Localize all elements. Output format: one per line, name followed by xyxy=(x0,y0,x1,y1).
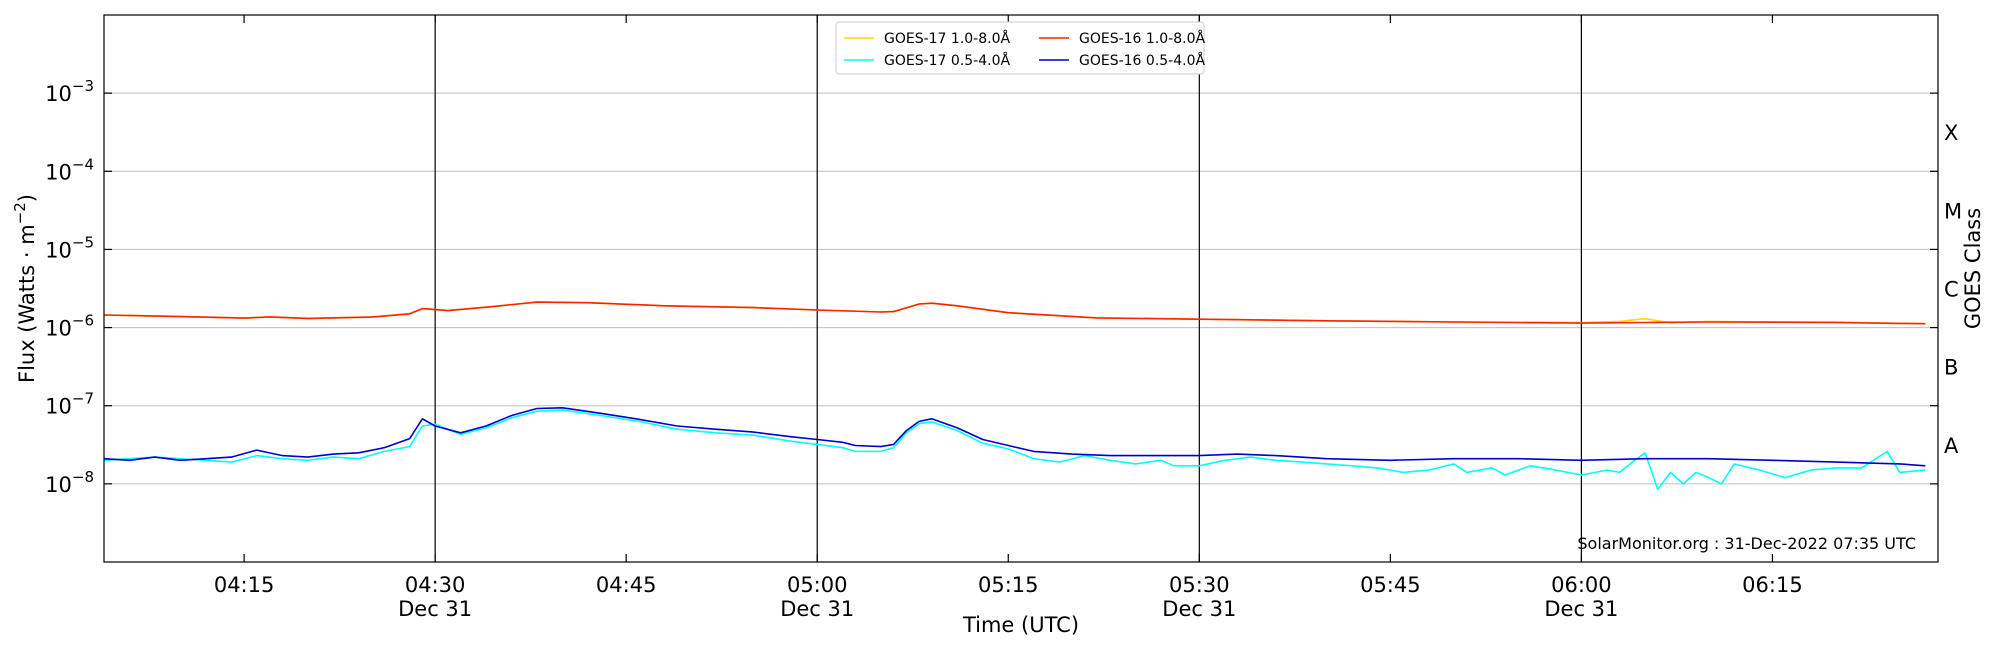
legend-entry: GOES-17 1.0-8.0Å xyxy=(844,30,1010,47)
x-tick-date-label: Dec 31 xyxy=(1162,597,1236,621)
series-lines xyxy=(103,301,1926,491)
y-axis-title-exponent: −2 xyxy=(11,202,29,224)
y-tick-base: 10 xyxy=(45,395,72,419)
x-axis-title: Time (UTC) xyxy=(962,613,1079,637)
goes-class-label: X xyxy=(1944,121,1958,145)
y-tick-base: 10 xyxy=(45,160,72,184)
goes-class-label: B xyxy=(1944,356,1958,380)
series-line-1 xyxy=(103,301,1926,325)
y-tick-exponent: −6 xyxy=(72,312,94,330)
y-tick-label: 10−7 xyxy=(45,390,94,419)
y-tick-exponent: −4 xyxy=(72,155,94,173)
legend-entry: GOES-17 0.5-4.0Å xyxy=(844,52,1010,69)
y-tick-label: 10−4 xyxy=(45,155,94,184)
legend-label: GOES-16 0.5-4.0Å xyxy=(1079,52,1205,69)
y-tick-exponent: −8 xyxy=(72,468,94,486)
y-tick-exponent: −3 xyxy=(72,77,94,95)
goes-class-label: C xyxy=(1944,278,1959,302)
y-tick-exponent: −7 xyxy=(72,390,94,408)
y-tick-base: 10 xyxy=(45,82,72,106)
x-tick-label: 05:45 xyxy=(1360,573,1421,597)
y-tick-label: 10−6 xyxy=(45,312,94,341)
credit-text: SolarMonitor.org : 31-Dec-2022 07:35 UTC xyxy=(1577,534,1916,553)
legend-label: GOES-17 0.5-4.0Å xyxy=(884,52,1010,69)
legend-entry: GOES-16 0.5-4.0Å xyxy=(1039,52,1205,69)
y-tick-label: 10−3 xyxy=(45,77,94,106)
y-axis-title: Flux (Watts · m−2) xyxy=(11,194,39,383)
x-tick-label: 06:00 xyxy=(1551,573,1612,597)
y-tick-base: 10 xyxy=(45,238,72,262)
series-line-3 xyxy=(103,406,1926,467)
x-tick-label: 05:15 xyxy=(978,573,1039,597)
y-tick-label: 10−8 xyxy=(45,468,94,497)
legend-label: GOES-16 1.0-8.0Å xyxy=(1079,30,1205,47)
goes-class-labels: A B C M X xyxy=(1944,121,1962,458)
legend-entry: GOES-16 1.0-8.0Å xyxy=(1039,30,1205,47)
series-line-2 xyxy=(103,409,1926,491)
y-axis-title-main: Flux (Watts · m xyxy=(15,224,39,383)
x-tick-label: 04:15 xyxy=(214,573,275,597)
legend-label: GOES-17 1.0-8.0Å xyxy=(884,30,1010,47)
x-tick-date-label: Dec 31 xyxy=(398,597,472,621)
x-tick-label: 05:30 xyxy=(1169,573,1230,597)
x-tick-date-label: Dec 31 xyxy=(780,597,854,621)
y-tick-exponent: −5 xyxy=(72,233,94,251)
goes-class-axis-title: GOES Class xyxy=(1961,208,1985,329)
plot-frame xyxy=(103,14,1939,563)
y-tick-base: 10 xyxy=(45,473,72,497)
grid-lines xyxy=(104,92,1938,485)
y-tick-label: 10−5 xyxy=(45,233,94,262)
y-axis-ticks: 10−810−710−610−510−410−3 xyxy=(45,77,1938,497)
day-time-markers xyxy=(434,15,1582,562)
goes-class-label: M xyxy=(1944,199,1962,223)
x-tick-label: 06:15 xyxy=(1742,573,1803,597)
y-tick-base: 10 xyxy=(45,317,72,341)
x-tick-label: 05:00 xyxy=(787,573,848,597)
goes-class-label: A xyxy=(1944,434,1959,458)
legend-box xyxy=(835,21,1205,75)
x-tick-label: 04:45 xyxy=(596,573,657,597)
x-tick-label: 04:30 xyxy=(405,573,466,597)
y-axis-title-close: ) xyxy=(15,194,39,202)
legend: GOES-17 1.0-8.0Å GOES-16 1.0-8.0Å GOES-17 … xyxy=(835,21,1205,75)
x-tick-date-label: Dec 31 xyxy=(1544,597,1618,621)
